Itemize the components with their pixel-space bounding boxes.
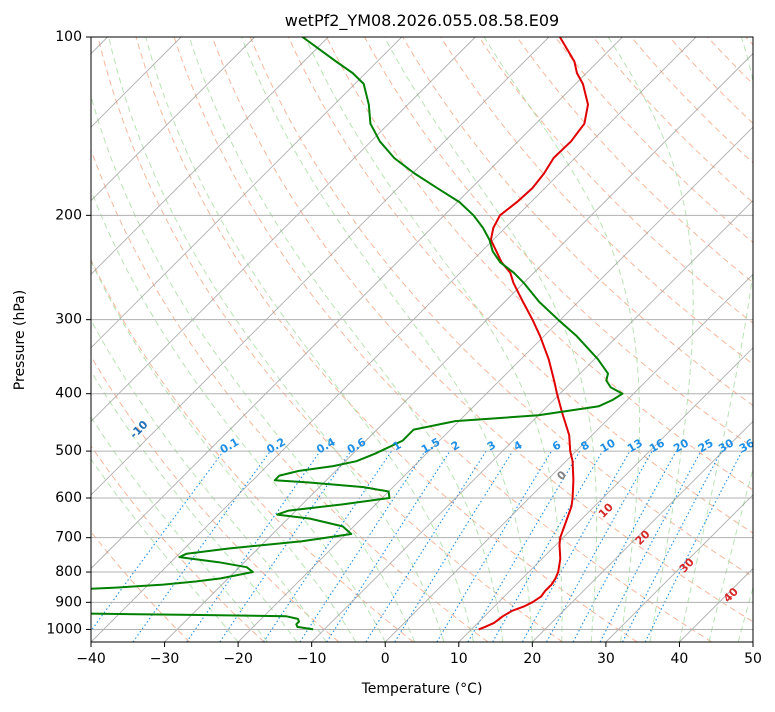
mixing-ratio-label: 25 [696,436,716,455]
mixing-ratio-label: 20 [671,436,691,455]
dry-adiabat-label: -30 [0,358,1,381]
x-tick-label: 10 [450,651,468,667]
dry-adiabat [22,37,414,642]
moist-adiabat [679,37,760,642]
isotherm [238,37,775,642]
mixing-ratio-label: 1.5 [419,435,442,456]
dry-adiabat [0,37,339,642]
isotherm [17,37,622,642]
y-tick-label: 200 [55,207,82,223]
x-tick-label: 40 [671,651,689,667]
isotherm [91,37,696,642]
x-tick-label: −40 [76,651,106,667]
mixing-ratio-label: 0.6 [345,435,369,456]
y-tick-label: 800 [55,564,82,580]
mixing-ratio-label: 13 [625,436,645,455]
chart-title: wetPf2_YM08.2026.055.08.58.E09 [285,11,559,31]
dry-adiabat [479,37,775,642]
moist-adiabat [146,37,474,642]
moist-adiabat-label: 0 [554,468,569,483]
dry-adiabat [555,37,775,642]
isotherm [753,37,775,642]
mixing-ratio-line [645,451,742,642]
dry-adiabat [441,37,775,642]
y-axis-label: Pressure (hPa) [12,290,28,390]
x-tick-label: 30 [597,651,615,667]
y-tick-label: 600 [55,490,82,506]
dry-adiabat [593,37,775,642]
x-tick-label: −20 [223,651,253,667]
y-tick-label: 100 [55,29,82,45]
isotherm [0,37,255,642]
moist-adiabat [242,37,533,642]
dry-adiabat-label: -10 [127,418,150,441]
dry-adiabat [708,37,775,642]
mixing-ratio-label: 0.4 [314,435,338,456]
mixing-ratio-line [573,451,676,642]
x-axis-label: Temperature (°C) [361,681,483,697]
mixing-ratio-label: 0.2 [264,435,287,456]
plot-frame [91,37,753,642]
moist-adiabat-label: 10 [596,500,616,520]
mixing-ratio-line [600,451,701,642]
moist-adiabat [77,37,415,642]
dewpoint-profile-line [0,37,622,629]
dry-adiabat [0,37,190,642]
isotherm [165,37,770,642]
mixing-ratio-label: 36 [737,436,757,455]
dry-adiabat [669,37,775,642]
moist-adiabat [189,37,503,642]
y-tick-label: 500 [55,443,82,459]
x-tick-label: −30 [150,651,180,667]
moist-adiabat [738,37,775,642]
moist-adiabat [0,37,267,642]
dry-adiabat [746,37,775,642]
y-tick-label: 1000 [46,621,82,637]
mixing-ratio-line [327,451,450,642]
y-tick-label: 300 [55,312,82,328]
y-tick-label: 400 [55,386,82,402]
moist-adiabat [305,37,562,642]
isotherm [312,37,775,642]
isotherm [459,37,775,642]
mixing-ratio-line [264,451,392,642]
isotherm [679,37,775,642]
moist-adiabat [608,37,693,642]
x-tick-label: 0 [381,651,390,667]
mixing-ratio-line [300,451,425,642]
dry-adiabat [60,37,488,642]
y-tick-label: 700 [55,530,82,546]
mixing-ratio-line [366,451,486,642]
mixing-ratio-label: 16 [647,436,667,455]
x-tick-label: 20 [523,651,541,667]
moist-adiabat [709,37,775,642]
y-tick-label: 900 [55,594,82,610]
mixing-ratio-label: 10 [598,436,618,455]
dry-adiabat [517,37,775,642]
x-tick-label: 50 [744,651,762,667]
mixing-ratio-label: 30 [716,436,736,455]
moist-adiabat [24,37,356,642]
x-tick-label: −10 [297,651,327,667]
